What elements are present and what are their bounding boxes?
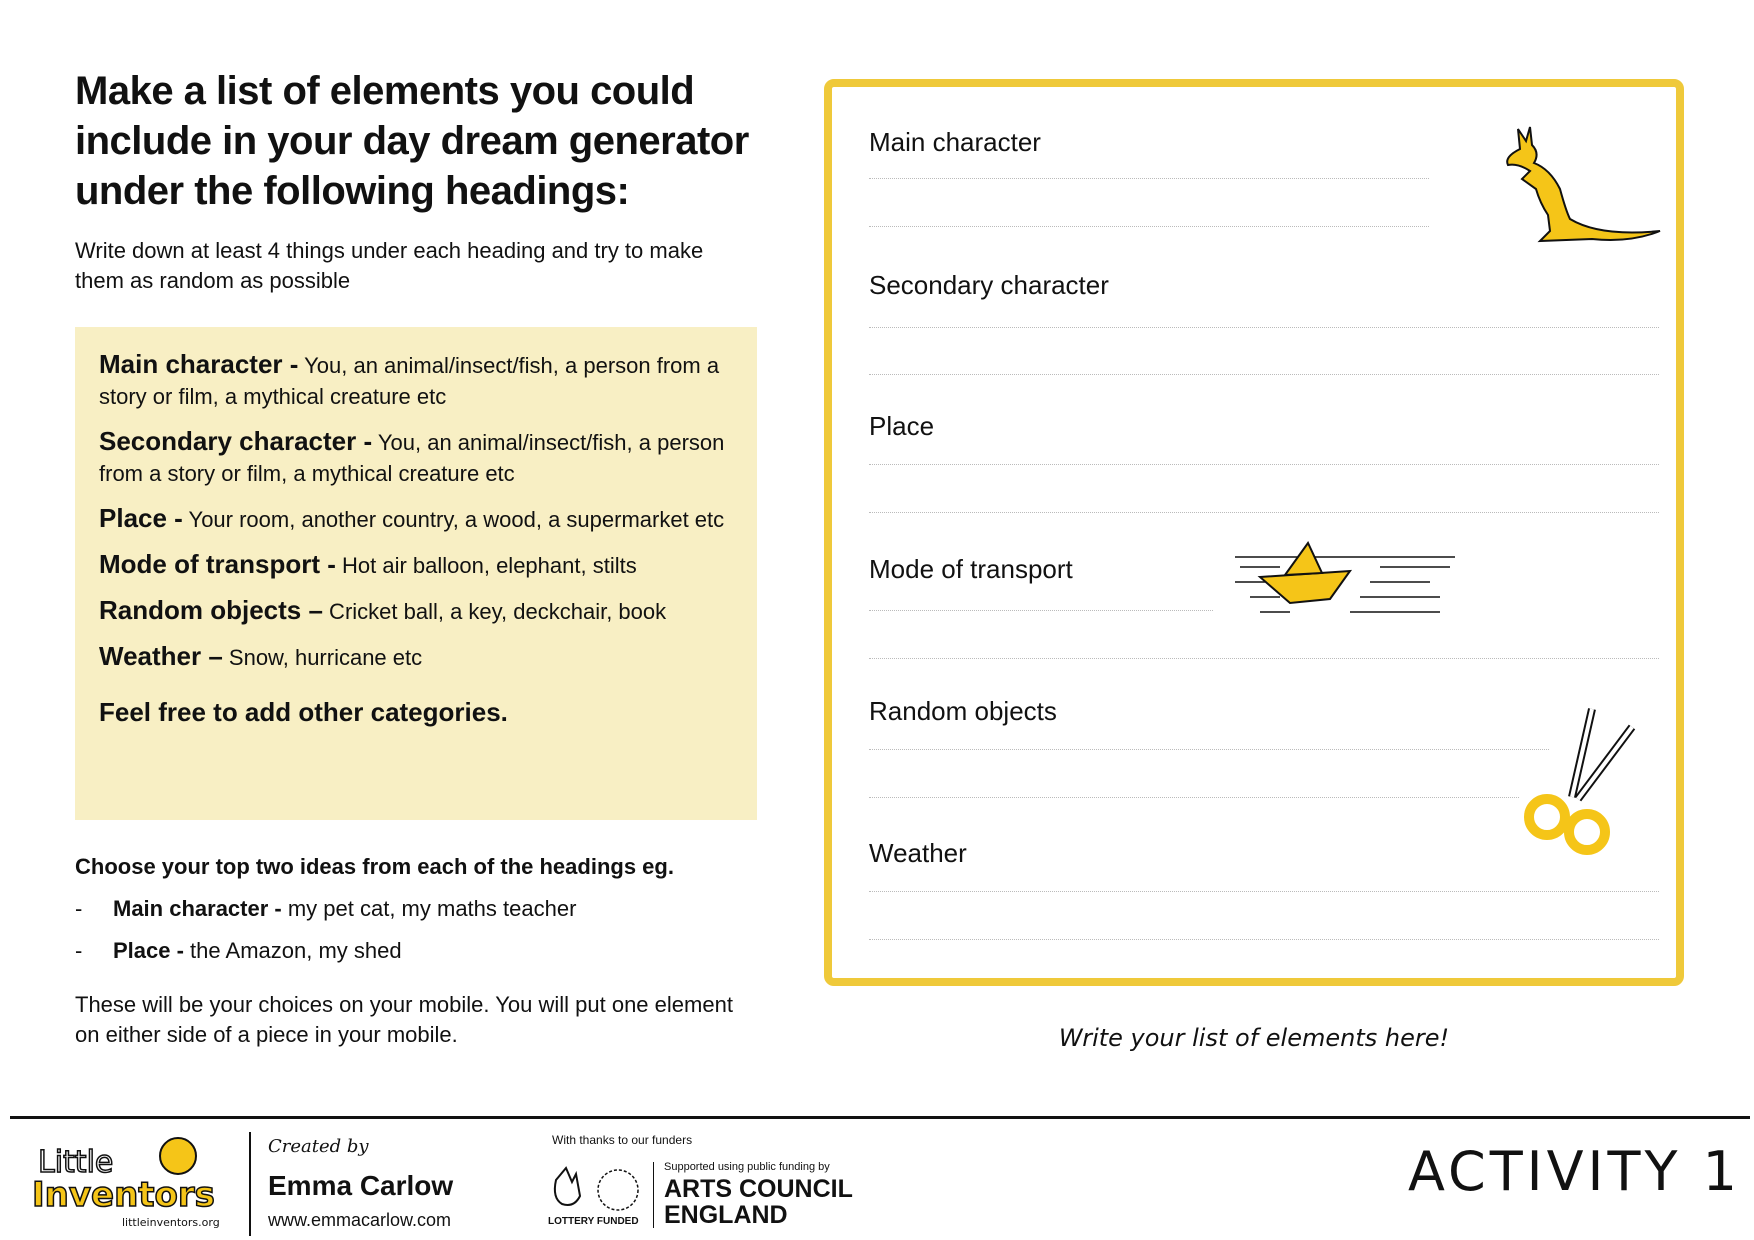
label-weather: Weather [869,838,967,868]
author-website-link[interactable]: www.emmacarlow.com [268,1210,452,1230]
dash: - [75,896,83,921]
example-label: Place - [113,938,184,963]
category-name: Place - [99,503,183,533]
supported-by-label: Supported using public funding by [664,1161,830,1173]
little-inventors-logo: Little Inventors littleinventors.org [30,1130,225,1230]
label-random-objects: Random objects [869,696,1057,726]
closing-text: These will be your choices on your mobil… [75,992,733,1047]
write-line[interactable] [869,939,1659,940]
label-place: Place [869,411,935,441]
category-name: Mode of transport - [99,549,336,579]
write-line[interactable] [869,226,1429,227]
category-desc: Cricket ball, a key, deckchair, book [322,599,667,624]
write-line[interactable] [869,327,1659,328]
page-title: Make a list of elements you could includ… [75,69,749,213]
category-desc: Your room, another country, a wood, a su… [182,507,725,532]
choose-heading: Choose your top two ideas from each of t… [75,854,674,879]
label-mode-of-transport: Mode of transport [869,554,1073,584]
arts-council-england: ARTS COUNCIL ENGLAND [664,1175,853,1229]
category-desc: You, an animal/insect/fish, a person fro… [99,353,720,409]
lottery-arts-council-logo-icon [553,1166,639,1211]
write-line[interactable] [869,178,1429,179]
example-label: Main character - [113,896,282,921]
created-by-label: Created by [268,1136,369,1157]
label-secondary-character: Secondary character [869,270,1109,300]
choose-section: Choose your top two ideas from each of t… [75,852,775,966]
kangaroo-icon [1506,126,1661,243]
write-line[interactable] [869,610,1213,611]
category-random-objects: Random objects – Cricket ball, a key, de… [99,595,733,627]
svg-text:littleinventors.org: littleinventors.org [122,1216,220,1229]
categories-box: Main character - You, an animal/insect/f… [75,327,757,820]
category-desc: Hot air balloon, elephant, stilts [335,553,637,578]
logo-graphic-icon: Little Inventors littleinventors.org [31,1137,220,1229]
category-weather: Weather – Snow, hurricane etc [99,641,733,673]
category-desc: Snow, hurricane etc [222,645,423,670]
lottery-funded-label: LOTTERY FUNDED [548,1216,639,1227]
intro-text: Write down at least 4 things under each … [75,238,704,293]
write-line[interactable] [869,749,1549,750]
funders-label: With thanks to our funders [552,1133,693,1147]
example-item: - Main character - my pet cat, my maths t… [75,894,775,924]
footer-divider-vertical [249,1132,251,1236]
activity-number: ACTIVITY 1 [1408,1140,1741,1203]
dash: - [75,938,83,963]
svg-text:Little: Little [38,1145,113,1180]
example-item: - Place - the Amazon, my shed [75,936,775,966]
write-line[interactable] [869,512,1659,513]
scissors-icon [1524,708,1636,855]
category-secondary-character: Secondary character - You, an animal/ins… [99,426,733,489]
footer-divider [10,1116,1750,1119]
category-name: Random objects – [99,595,323,625]
funder-divider [653,1162,654,1228]
write-here-caption: Write your list of elements here! [1058,1024,1450,1052]
category-main-character: Main character - You, an animal/insect/f… [99,349,733,412]
paper-boat-icon [1235,541,1455,613]
write-line[interactable] [869,374,1659,375]
feel-free-text: Feel free to add other categories. [99,697,508,727]
example-text: my pet cat, my maths teacher [281,896,577,921]
write-line[interactable] [869,797,1519,798]
category-desc: You, an animal/insect/fish, a person fro… [99,430,725,486]
author-name: Emma Carlow [268,1170,454,1201]
write-line[interactable] [869,658,1659,659]
svg-text:Inventors: Inventors [32,1175,215,1215]
write-line[interactable] [869,464,1659,465]
category-name: Secondary character - [99,426,373,456]
label-main-character: Main character [869,127,1041,157]
write-box: Main character Secondary character Place… [824,79,1684,986]
write-line[interactable] [869,891,1659,892]
example-text: the Amazon, my shed [183,938,402,963]
category-name: Main character - [99,349,299,379]
category-name: Weather – [99,641,223,671]
category-place: Place - Your room, another country, a wo… [99,503,733,535]
category-transport: Mode of transport - Hot air balloon, ele… [99,549,733,581]
